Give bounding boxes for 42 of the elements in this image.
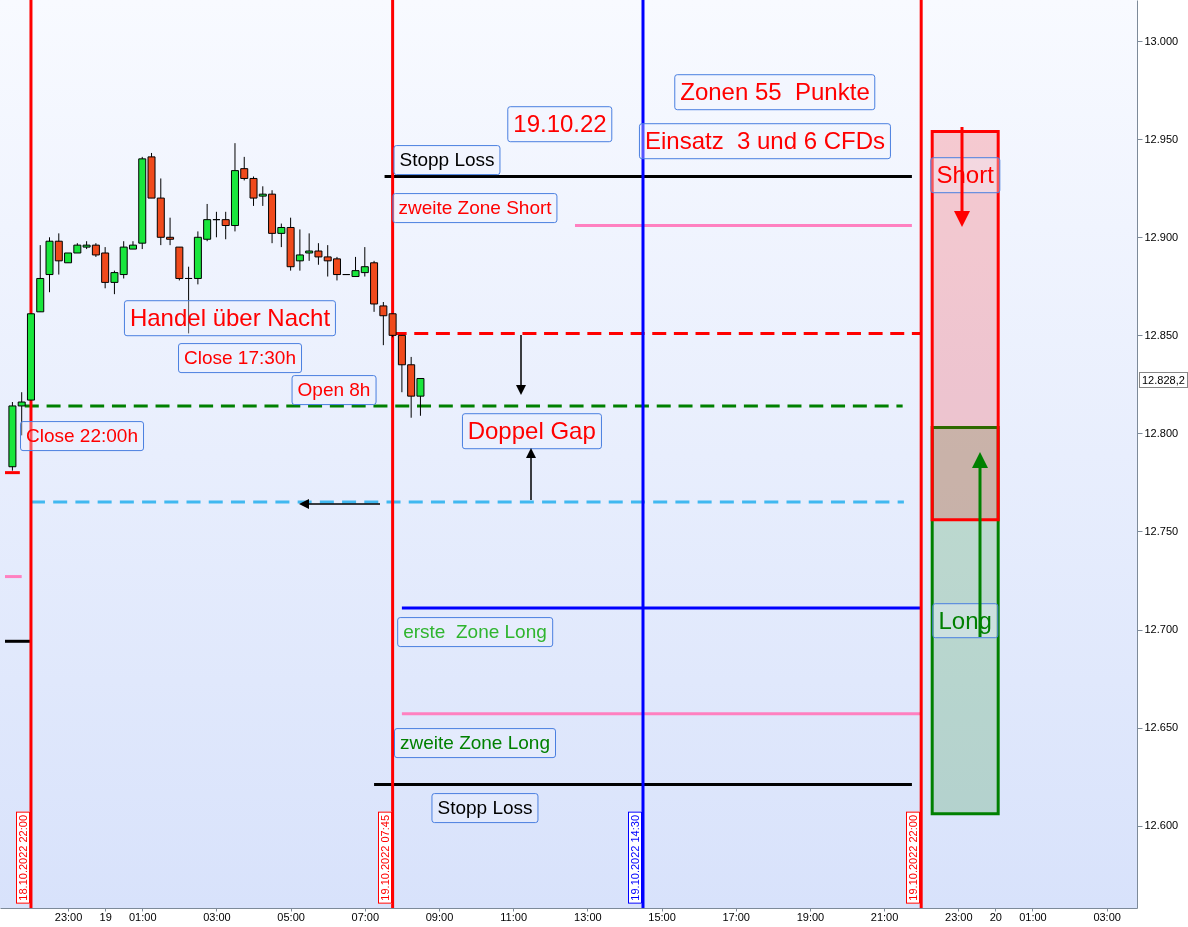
ref-line-label: 19.10.2022 14:30: [627, 812, 642, 904]
annotation: Doppel Gap: [461, 413, 602, 449]
x-tick-label: 05:00: [277, 910, 305, 923]
x-tick-label: 17:00: [722, 910, 750, 923]
ref-line-label: 18.10.2022 22:00: [15, 812, 30, 904]
ref-line-label: 19.10.2022 22:00: [906, 812, 921, 904]
x-tick-label: 20: [989, 910, 1002, 923]
ref-line-label: 19.10.2022 07:45: [377, 812, 392, 904]
annotation: Stopp Loss: [393, 145, 501, 175]
y-tick-label: 12.750: [1144, 524, 1179, 537]
y-tick-label: 12.850: [1144, 328, 1179, 341]
x-tick-label: 23:00: [945, 910, 973, 923]
x-tick-label: 23:00: [54, 910, 83, 923]
x-tick-label: 01:00: [128, 910, 157, 923]
y-tick-label: 13.000: [1144, 34, 1179, 47]
x-tick-label: 19:00: [796, 910, 825, 923]
x-tick-label: 07:00: [351, 910, 380, 923]
y-tick-label: 12.950: [1144, 132, 1179, 145]
x-tick-label: 09:00: [425, 910, 454, 923]
x-tick-label: 03:00: [203, 910, 231, 923]
x-tick-label: 15:00: [648, 910, 676, 923]
y-tick-label: 12.600: [1144, 819, 1179, 832]
text: 12.828,2: [1139, 372, 1188, 388]
annotation: zweite Zone Short: [392, 193, 558, 223]
x-tick-label: 01:00: [1019, 910, 1047, 923]
annotation: Close 17:30h: [178, 343, 302, 373]
annotation: Einsatz 3 und 6 CFDs: [638, 123, 892, 159]
x-tick-label: 13:00: [574, 910, 602, 923]
annotation: Stopp Loss: [431, 793, 539, 823]
annotation: Zonen 55 Punkte: [674, 74, 876, 110]
x-tick-label: 21:00: [870, 910, 899, 923]
y-tick-label: 12.700: [1144, 623, 1179, 636]
annotation: 19.10.22: [507, 106, 613, 142]
annotation: zweite Zone Long: [394, 728, 556, 758]
annotation: erste Zone Long: [397, 617, 553, 647]
annotation: Open 8h: [291, 375, 377, 405]
y-tick-label: 12.900: [1144, 230, 1179, 243]
x-tick-label: 19: [99, 910, 112, 923]
y-tick-label: 12.650: [1144, 721, 1179, 734]
x-tick-label: 03:00: [1093, 910, 1121, 923]
y-tick-label: 12.800: [1144, 426, 1179, 439]
x-tick-label: 11:00: [500, 910, 528, 923]
